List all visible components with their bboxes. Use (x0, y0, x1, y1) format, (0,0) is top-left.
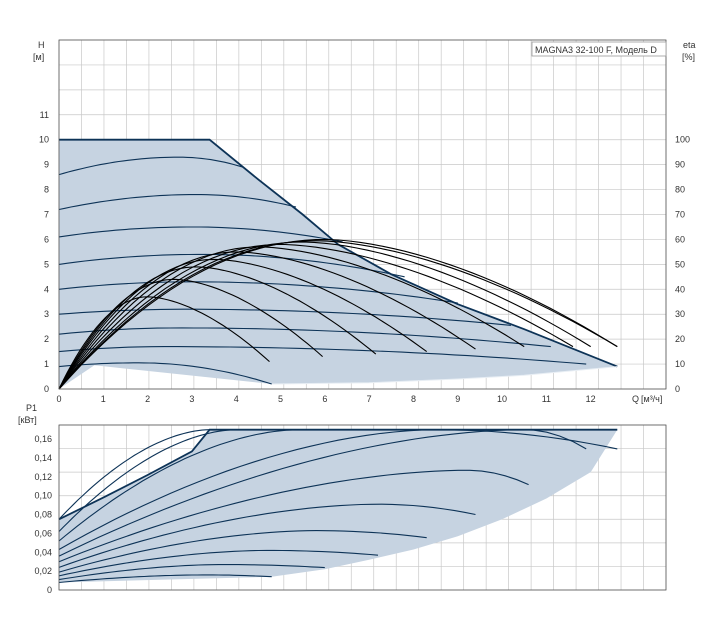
power-tick-label: 0,10 (34, 491, 52, 501)
power-tick-label: 0,04 (34, 547, 52, 557)
power-speed-curve (58, 503, 476, 568)
head-speed-curve (58, 281, 458, 304)
flow-tick-label: 9 (455, 394, 460, 404)
flow-axis-label: Q (632, 394, 639, 404)
eta-tick-label: 0 (675, 384, 680, 394)
title-box: MAGNA3 32-100 F, Модель D (531, 41, 667, 57)
head-tick-label: 0 (44, 384, 49, 394)
eta-tick-label: 30 (675, 309, 685, 319)
efficiency-curve (58, 243, 574, 390)
efficiency-curve (58, 240, 618, 390)
efficiency-curve (58, 238, 618, 390)
power-speed-curve (58, 429, 299, 542)
head-tick-label: 3 (44, 309, 49, 319)
flow-tick-label: 12 (586, 394, 596, 404)
eta-axis-label: eta (683, 40, 696, 50)
efficiency-curve (58, 296, 270, 390)
flow-tick-label: 7 (367, 394, 372, 404)
head-speed-curve (58, 156, 244, 176)
power-speed-curves (58, 429, 618, 584)
head-min-curve (271, 366, 618, 385)
head-tick-label: 9 (44, 160, 49, 170)
power-speed-curve (58, 429, 237, 532)
head-tick-label: 7 (44, 210, 49, 220)
flow-tick-label: 0 (56, 394, 61, 404)
flow-tick-label: 6 (322, 394, 327, 404)
head-tick-label: 10 (39, 135, 49, 145)
efficiency-curve (58, 246, 525, 390)
eta-tick-label: 60 (675, 234, 685, 244)
power-tick-label: 0,08 (34, 510, 52, 520)
head-tick-label: 4 (44, 284, 49, 294)
flow-tick-label: 2 (145, 394, 150, 404)
power-tick-label: 0,14 (34, 453, 52, 463)
head-tick-label: 8 (44, 185, 49, 195)
power-speed-curve (58, 429, 587, 557)
head-speed-curve (58, 327, 551, 348)
efficiency-curve (58, 241, 591, 390)
flow-axis-unit: [м³/ч] (641, 394, 662, 404)
eta-tick-label: 90 (675, 160, 685, 170)
efficiency-curves (58, 238, 618, 390)
power-tick-label: 0,16 (34, 434, 52, 444)
power-tick-label: 0,06 (34, 528, 52, 538)
eta-tick-label: 100 (675, 135, 690, 145)
head-tick-label: 5 (44, 259, 49, 269)
power-max-curve (58, 428, 618, 521)
head-speed-curve (58, 226, 343, 243)
power-speed-curve (58, 530, 427, 573)
power-speed-curve (58, 469, 529, 563)
power-axis-unit: [кВт] (18, 415, 37, 425)
efficiency-curve (58, 251, 476, 390)
efficiency-curve (58, 258, 428, 390)
head-frame (58, 39, 667, 390)
eta-axis-unit: [%] (682, 52, 695, 62)
efficiency-curve (58, 278, 323, 390)
flow-tick-label: 4 (234, 394, 239, 404)
power-speed-curve (58, 429, 210, 520)
eta-tick-label: 80 (675, 185, 685, 195)
head-speed-curve (58, 362, 272, 385)
eta-tick-label: 40 (675, 284, 685, 294)
power-tick-label: 0,02 (34, 566, 52, 576)
power-axis-label: P1 (26, 403, 37, 413)
power-tick-label: 0,12 (34, 472, 52, 482)
flow-tick-label: 10 (497, 394, 507, 404)
power-speed-curve (58, 549, 379, 577)
power-tick-label: 0 (47, 585, 52, 595)
efficiency-curve (58, 266, 377, 390)
head-axis-label: H (38, 40, 45, 50)
flow-tick-label: 3 (189, 394, 194, 404)
eta-tick-label: 10 (675, 359, 685, 369)
head-tick-label: 6 (44, 234, 49, 244)
head-plot-border (58, 39, 667, 390)
head-tick-label: 2 (44, 334, 49, 344)
flow-tick-label: 11 (542, 394, 551, 404)
head-speed-curve (58, 308, 511, 326)
eta-tick-label: 70 (675, 210, 685, 220)
head-speed-curve (58, 346, 587, 365)
head-speed-curve (58, 194, 297, 211)
power-speed-curve (58, 563, 325, 581)
power-speed-curve (58, 429, 618, 550)
power-ticks: 0 0,02 0,04 0,06 0,08 0,10 0,12 0,14 0,16 (34, 434, 52, 595)
head-speed-curves (58, 156, 587, 385)
power-plot-border (58, 424, 667, 591)
head-axis-unit: [м] (33, 52, 44, 62)
eta-tick-label: 20 (675, 334, 685, 344)
power-speed-curve (58, 574, 272, 584)
head-tick-label: 11 (40, 110, 49, 120)
power-frame (58, 424, 667, 591)
flow-tick-label: 8 (411, 394, 416, 404)
flow-tick-label: 1 (101, 394, 106, 404)
flow-tick-label: 5 (278, 394, 283, 404)
eta-tick-label: 50 (675, 259, 685, 269)
chart-title: MAGNA3 32-100 F, Модель D (535, 45, 657, 55)
head-tick-label: 1 (44, 359, 49, 369)
